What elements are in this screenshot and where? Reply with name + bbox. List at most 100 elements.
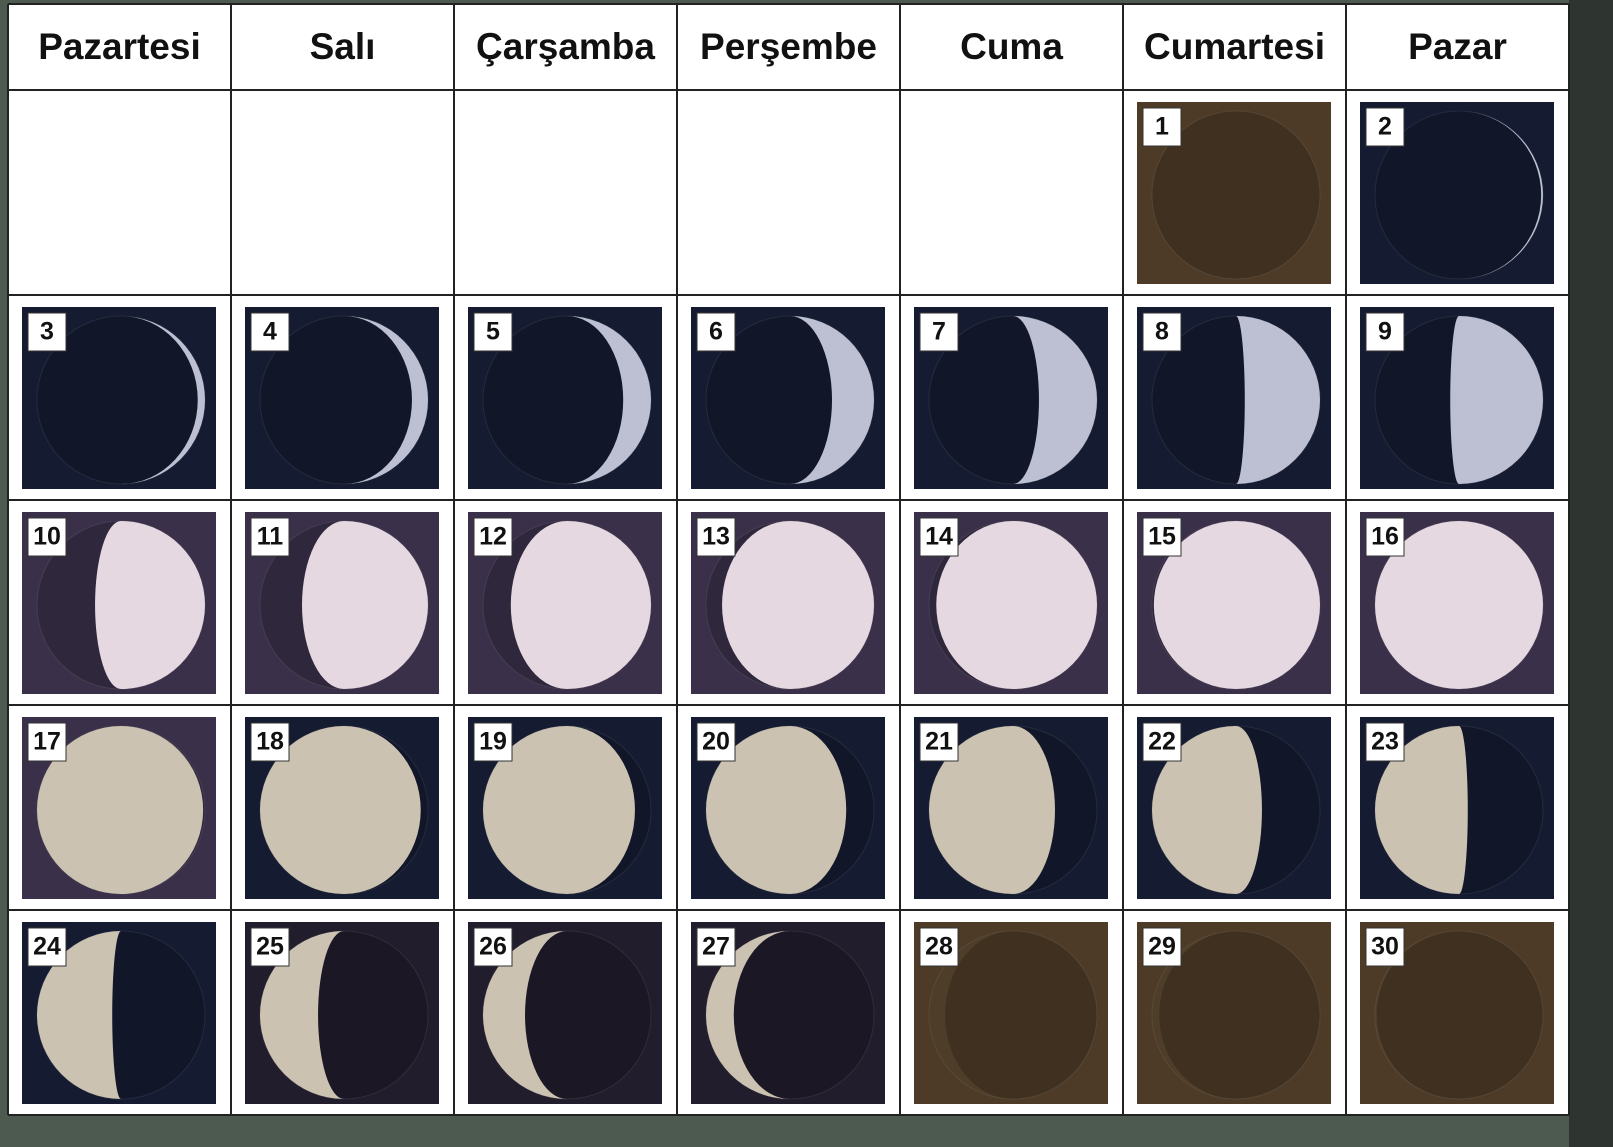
day-number: 5: [486, 318, 500, 346]
moon-lit: [790, 316, 874, 484]
moon-lit: [483, 931, 567, 1099]
day-cell: 18: [245, 717, 439, 899]
moon-lit: [706, 931, 790, 1099]
day-cell: 16: [1360, 512, 1554, 694]
day-number-box: [1142, 927, 1182, 967]
day-number: 11: [257, 523, 284, 551]
day-number-box: [27, 312, 67, 352]
day-number-box: [250, 927, 290, 967]
day-number-box: [473, 927, 513, 967]
day-number-box: [27, 722, 67, 762]
moon-lit: [1152, 726, 1262, 894]
day-cell: 27: [691, 922, 885, 1104]
day-cell: 11: [245, 512, 439, 694]
day-cell: 24: [22, 922, 216, 1104]
day-cell: 19: [468, 717, 662, 899]
moon-lit: [1236, 316, 1320, 484]
day-number-box: [473, 722, 513, 762]
day-number-box: [696, 312, 736, 352]
day-number: 19: [479, 728, 507, 756]
moon-lit: [260, 931, 344, 1099]
day-number-box: [250, 517, 290, 557]
day-cell: 14: [914, 512, 1108, 694]
day-number-box: [1365, 312, 1405, 352]
day-number-box: [473, 312, 513, 352]
day-number: 15: [1148, 523, 1176, 551]
day-number-box: [919, 722, 959, 762]
day-number-box: [919, 312, 959, 352]
moon-lit: [302, 521, 428, 689]
day-cell: 30: [1360, 922, 1554, 1104]
day-number-box: [250, 312, 290, 352]
moon-lit: [37, 931, 121, 1099]
day-number: 14: [925, 523, 953, 551]
day-number-box: [919, 927, 959, 967]
day-cell: 26: [468, 922, 662, 1104]
day-number: 24: [33, 933, 61, 961]
day-number: 29: [1148, 933, 1176, 961]
day-number-box: [1365, 517, 1405, 557]
day-number-box: [1365, 722, 1405, 762]
day-cell: 25: [245, 922, 439, 1104]
day-number: 9: [1378, 318, 1392, 346]
day-number: 20: [702, 728, 730, 756]
moon-lit: [936, 521, 1097, 689]
day-cell: 7: [914, 307, 1108, 489]
day-number-box: [696, 927, 736, 967]
day-number: 23: [1371, 728, 1399, 756]
day-header: Çarşamba: [476, 26, 655, 67]
moon-disc: [1151, 930, 1321, 1100]
moon-lit: [929, 726, 1055, 894]
day-header: Pazartesi: [38, 26, 201, 67]
day-number-box: [27, 517, 67, 557]
moon-lit: [706, 726, 847, 894]
day-number-box: [1142, 312, 1182, 352]
day-cell: 22: [1137, 717, 1331, 899]
day-number-box: [1142, 107, 1182, 147]
day-cell: 5: [468, 307, 662, 489]
moon-disc: [1374, 930, 1544, 1100]
day-number-box: [696, 517, 736, 557]
day-number: 21: [925, 728, 953, 756]
day-cell: 8: [1137, 307, 1331, 489]
day-number-box: [1365, 107, 1405, 147]
day-number: 12: [479, 523, 507, 551]
moon-lit: [1375, 521, 1543, 689]
side-strip: [1569, 0, 1613, 1147]
day-header: Cumartesi: [1144, 26, 1325, 67]
moon-lit: [929, 931, 1013, 1099]
day-number-box: [1142, 517, 1182, 557]
day-number: 1: [1155, 113, 1169, 141]
day-number: 4: [263, 318, 277, 346]
moon-lit: [1153, 521, 1320, 689]
day-header: Cuma: [960, 26, 1063, 67]
day-number: 25: [256, 933, 284, 961]
moon-lit: [722, 521, 874, 689]
day-cell: 20: [691, 717, 885, 899]
moon-lit: [95, 521, 205, 689]
day-cell: 4: [245, 307, 439, 489]
day-number-box: [919, 517, 959, 557]
day-cell: 21: [914, 717, 1108, 899]
day-cell: 29: [1137, 922, 1331, 1104]
day-number: 7: [932, 318, 946, 346]
day-number: 10: [33, 523, 61, 551]
day-number-box: [1142, 722, 1182, 762]
day-number-box: [1365, 927, 1405, 967]
day-header: Pazar: [1408, 26, 1507, 67]
day-number: 28: [925, 933, 953, 961]
day-cell: 1: [1137, 102, 1331, 284]
day-header: Salı: [310, 26, 376, 67]
moon-lit: [1375, 726, 1468, 894]
day-number: 2: [1378, 113, 1392, 141]
day-cell: 12: [468, 512, 662, 694]
day-cell: 23: [1360, 717, 1554, 899]
moon-lit: [1450, 316, 1543, 484]
day-number: 18: [256, 728, 284, 756]
moon-disc: [928, 930, 1098, 1100]
moon-lit: [483, 726, 635, 894]
day-cell: 13: [691, 512, 885, 694]
day-cell: 15: [1137, 512, 1331, 694]
